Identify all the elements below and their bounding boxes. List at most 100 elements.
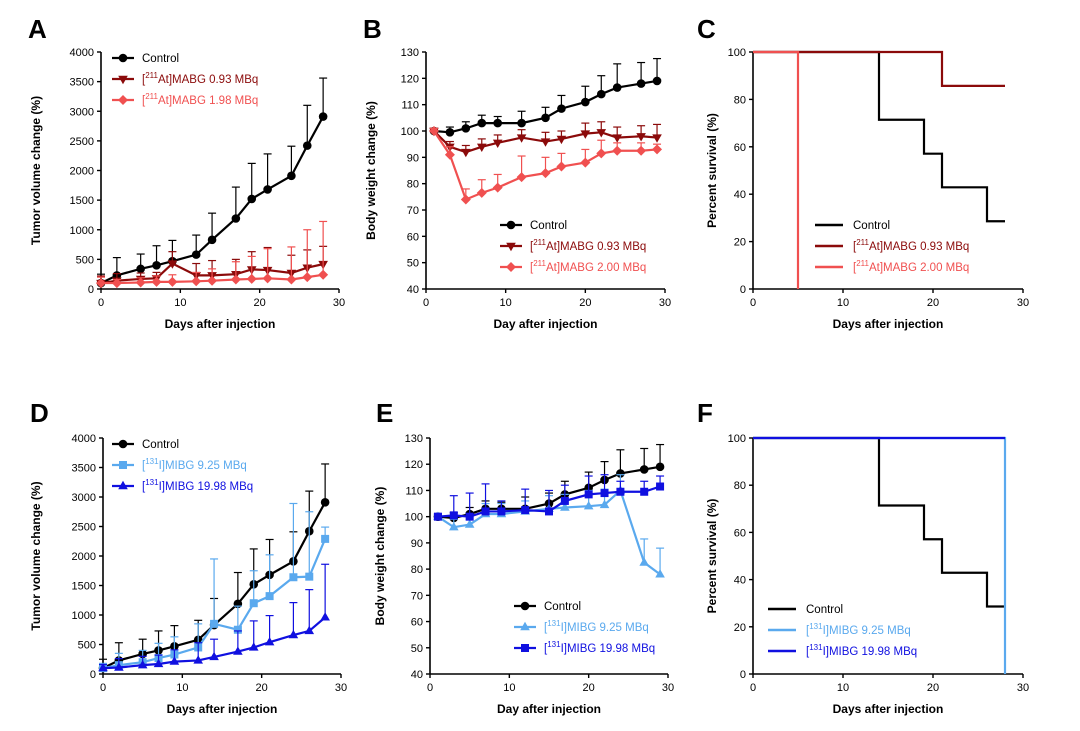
- legend: Control[211At]MABG 0.93 MBq[211At]MABG 2…: [500, 220, 646, 274]
- data-point: [460, 194, 471, 205]
- data-point: [289, 573, 298, 582]
- panel-b: B 40 50 60 70 80 90 100 110 120 130 0 10 20 30 Day afte…: [363, 14, 671, 331]
- legend-label: [131I]MIBG 9.25 MBq: [806, 622, 911, 637]
- x-tick-label: 10: [503, 682, 515, 694]
- y-tick-label: 50: [411, 643, 423, 655]
- y-tick-label: 500: [78, 640, 96, 652]
- data-point: [286, 274, 297, 285]
- data-point: [135, 277, 146, 288]
- legend-marker: [118, 53, 128, 63]
- y-axis-title: Percent survival (%): [705, 113, 719, 228]
- legend-marker: [521, 644, 529, 652]
- legend-label: Control: [142, 439, 179, 451]
- x-tick-label: 30: [335, 682, 347, 694]
- data-point: [249, 599, 258, 608]
- data-point: [231, 214, 241, 223]
- y-tick-label: 120: [401, 73, 419, 85]
- data-point: [111, 278, 122, 289]
- x-tick-label: 0: [427, 682, 433, 694]
- data-point: [137, 659, 148, 669]
- legend-label: [131I]MIBG 9.25 MBq: [544, 619, 649, 634]
- data-point: [302, 272, 313, 283]
- legend-text-part: [: [142, 74, 146, 86]
- series-2: [429, 121, 662, 158]
- data-point: [492, 139, 503, 149]
- data-point: [492, 182, 503, 193]
- legend-text-part: Control: [806, 604, 843, 616]
- y-tick-label: 100: [405, 512, 423, 524]
- legend-text-part: At]MABG 0.93 MBq: [158, 74, 258, 86]
- data-point: [640, 487, 649, 496]
- legend-superscript: 211: [533, 259, 546, 268]
- data-point: [560, 502, 570, 511]
- legend-marker: [119, 461, 127, 469]
- data-point: [541, 113, 550, 123]
- data-point: [493, 118, 503, 128]
- y-tick-label: 110: [401, 100, 419, 112]
- legend-superscript: 211: [533, 238, 546, 247]
- legend-marker: [506, 242, 516, 252]
- data-point: [98, 662, 108, 672]
- series-1: [753, 436, 1005, 608]
- data-point: [288, 629, 299, 639]
- legend-text-part: Control: [544, 601, 581, 613]
- legend-marker: [506, 220, 516, 230]
- x-tick-label: 30: [662, 682, 674, 694]
- legend-text-part: [: [142, 481, 146, 493]
- data-point: [636, 145, 647, 156]
- legend-text-part: [: [142, 460, 146, 472]
- data-point: [210, 619, 219, 628]
- data-point: [305, 572, 314, 581]
- data-point: [497, 507, 506, 516]
- legend-text-part: [: [544, 622, 548, 634]
- panel-letter: C: [697, 14, 716, 44]
- legend-superscript: 131: [547, 619, 561, 628]
- y-tick-label: 110: [405, 485, 423, 497]
- data-point: [318, 112, 328, 121]
- legend-text-part: [: [806, 646, 810, 658]
- data-point: [583, 500, 594, 510]
- x-axis-title: Days after injection: [167, 702, 278, 716]
- legend-text-part: I]MIBG 9.25 MBq: [823, 625, 911, 637]
- data-point: [481, 507, 490, 516]
- y-tick-label: 4000: [72, 433, 96, 445]
- data-point: [265, 592, 274, 601]
- y-tick-label: 60: [734, 142, 746, 154]
- data-point: [616, 487, 625, 496]
- data-point: [516, 134, 527, 143]
- data-point: [580, 157, 591, 168]
- panel-e: E 40 50 60 70 80 90 100 110 120 130 0 10 20 30 Day afte…: [373, 398, 674, 716]
- y-axis-title: Body weight change (%): [364, 101, 378, 240]
- panel-a: A 0 500 1000 1500 2000 2500 3000 3500 4000 0 10 20 30…: [28, 14, 345, 331]
- y-tick-label: 0: [88, 284, 94, 296]
- data-point: [151, 276, 162, 287]
- x-axis-title: Days after injection: [165, 317, 276, 331]
- legend: Control[211At]MABG 0.93 MBq[211At]MABG 1…: [112, 53, 258, 107]
- legend-marker: [118, 75, 128, 85]
- legend-text-part: At]MABG 2.00 MBq: [869, 262, 969, 274]
- x-tick-label: 0: [423, 297, 429, 309]
- y-tick-label: 100: [728, 433, 746, 445]
- data-point: [516, 172, 527, 183]
- data-point: [247, 194, 257, 204]
- data-point: [599, 499, 610, 509]
- legend-text-part: [: [530, 262, 534, 274]
- data-point: [209, 651, 219, 661]
- y-tick-label: 40: [734, 575, 746, 587]
- legend-label: [131I]MIBG 19.98 MBq: [142, 478, 253, 493]
- data-point: [152, 261, 161, 270]
- legend-label: [211At]MABG 0.93 MBq: [530, 238, 646, 253]
- data-point: [540, 168, 551, 179]
- data-point: [652, 76, 662, 86]
- legend-label: [211At]MABG 2.00 MBq: [853, 259, 969, 274]
- y-tick-label: 2500: [72, 522, 96, 534]
- y-tick-label: 80: [411, 564, 423, 576]
- legend-marker: [118, 439, 128, 449]
- y-tick-label: 3000: [70, 106, 94, 118]
- y-tick-label: 100: [728, 47, 746, 59]
- x-tick-label: 0: [98, 297, 104, 309]
- data-point: [584, 490, 593, 499]
- data-point: [476, 187, 487, 198]
- data-point: [464, 519, 475, 528]
- legend-label: Control: [806, 604, 843, 616]
